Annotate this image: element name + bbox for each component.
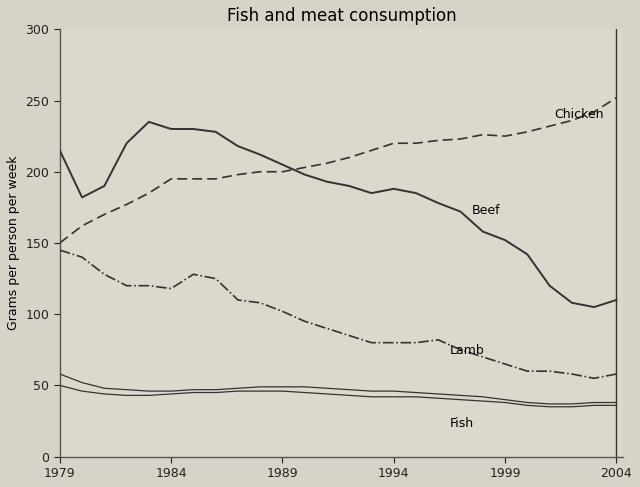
- Y-axis label: Grams per person per week: Grams per person per week: [7, 156, 20, 330]
- Text: Fish: Fish: [449, 417, 474, 430]
- Text: Lamb: Lamb: [449, 344, 484, 357]
- Text: Chicken: Chicken: [554, 108, 604, 121]
- Title: Fish and meat consumption: Fish and meat consumption: [227, 7, 456, 25]
- Text: Beef: Beef: [472, 205, 500, 218]
